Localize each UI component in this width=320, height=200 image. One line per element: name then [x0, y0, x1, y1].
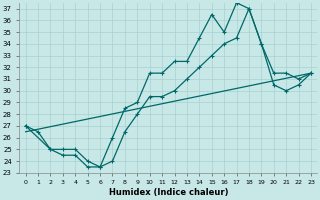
X-axis label: Humidex (Indice chaleur): Humidex (Indice chaleur) — [108, 188, 228, 197]
